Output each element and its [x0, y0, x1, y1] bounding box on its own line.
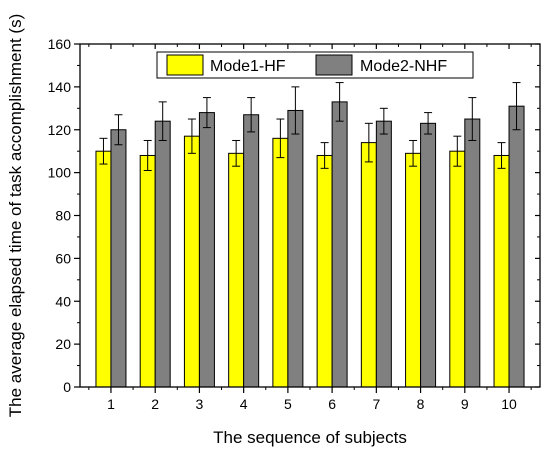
bar-mode2-nhf-6	[331, 101, 348, 388]
error-bar-mode2-nhf-8	[424, 112, 433, 135]
error-bar-mode2-nhf-3	[202, 97, 211, 129]
error-bar-mode2-nhf-4	[247, 97, 256, 133]
y-tick-label: 60	[55, 250, 71, 266]
y-tick-label: 40	[55, 293, 71, 309]
error-bar-mode1-hf-2	[143, 139, 152, 171]
bar-mode1-hf-1	[95, 150, 112, 388]
bar-mode1-hf-7	[360, 142, 377, 388]
bar-mode1-hf-10	[493, 154, 510, 388]
x-tick-label: 6	[328, 396, 336, 412]
bar-mode2-nhf-1	[110, 129, 127, 388]
bar-mode2-nhf-4	[243, 114, 260, 388]
y-axis-title: The average elapsed time of task accompl…	[6, 14, 25, 417]
x-axis-title: The sequence of subjects	[213, 428, 407, 447]
x-tick-label: 1	[107, 396, 115, 412]
x-tick-label: 10	[501, 396, 517, 412]
ticks-layer: 0 20 40 60 80 100 120 140 160 1 2 3 4 5 6 7 8 9 10	[48, 36, 540, 412]
error-bar-mode1-hf-4	[232, 139, 241, 167]
x-tick-label: 7	[372, 396, 380, 412]
bar-mode1-hf-2	[139, 154, 156, 388]
bar-mode2-nhf-8	[420, 122, 437, 388]
y-tick-label: 120	[48, 122, 72, 138]
bar-mode2-nhf-3	[198, 112, 215, 388]
bar-mode1-hf-4	[228, 152, 245, 388]
x-tick-label: 8	[417, 396, 425, 412]
error-bar-mode2-nhf-7	[379, 107, 388, 135]
legend-label-mode1-hf: Mode1-HF	[210, 58, 286, 75]
bar-mode2-nhf-7	[375, 120, 392, 388]
x-tick-label: 4	[240, 396, 248, 412]
x-tick-label: 3	[196, 396, 204, 412]
bar-mode1-hf-5	[272, 137, 289, 388]
legend-swatch-mode2-nhf	[315, 54, 353, 76]
error-bar-mode1-hf-9	[453, 135, 462, 167]
y-tick-label: 100	[48, 165, 72, 181]
error-bar-mode1-hf-10	[497, 142, 506, 169]
bar-mode1-hf-8	[405, 152, 422, 388]
bar-mode2-nhf-5	[287, 109, 304, 388]
y-tick-label: 0	[63, 379, 71, 395]
error-bar-mode2-nhf-10	[512, 82, 521, 131]
bar-mode1-hf-6	[316, 154, 333, 388]
error-bar-mode2-nhf-1	[114, 114, 123, 146]
y-tick-label: 20	[55, 336, 71, 352]
x-tick-label: 5	[284, 396, 292, 412]
bar-mode2-nhf-9	[464, 118, 481, 388]
error-bar-mode2-nhf-2	[158, 101, 167, 141]
legend-label-mode2-nhf: Mode2-NHF	[360, 58, 447, 75]
bar-mode2-nhf-2	[154, 120, 171, 388]
error-bar-mode1-hf-6	[320, 142, 329, 169]
legend-swatch-mode1-hf	[166, 54, 204, 76]
error-bar-mode1-hf-3	[187, 118, 196, 154]
error-bar-mode2-nhf-9	[468, 97, 477, 141]
error-bar-mode2-nhf-6	[335, 82, 344, 122]
legend-box	[156, 51, 474, 79]
bars-layer	[95, 101, 525, 388]
error-bar-mode1-hf-5	[276, 118, 285, 159]
y-tick-label: 80	[55, 208, 71, 224]
bar-mode1-hf-9	[449, 150, 466, 388]
bar-mode1-hf-3	[183, 135, 200, 388]
error-bar-mode1-hf-1	[99, 137, 108, 165]
error-bars-layer	[99, 82, 521, 171]
error-bar-mode1-hf-7	[364, 122, 373, 163]
error-bar-mode2-nhf-5	[291, 86, 300, 135]
bar-mode2-nhf-10	[508, 105, 525, 388]
y-tick-label: 160	[48, 36, 72, 52]
error-bar-mode1-hf-8	[409, 139, 418, 167]
y-tick-label: 140	[48, 79, 72, 95]
legend: Mode1-HF Mode2-NHF	[156, 51, 474, 79]
x-tick-label: 9	[461, 396, 469, 412]
x-tick-label: 2	[151, 396, 159, 412]
